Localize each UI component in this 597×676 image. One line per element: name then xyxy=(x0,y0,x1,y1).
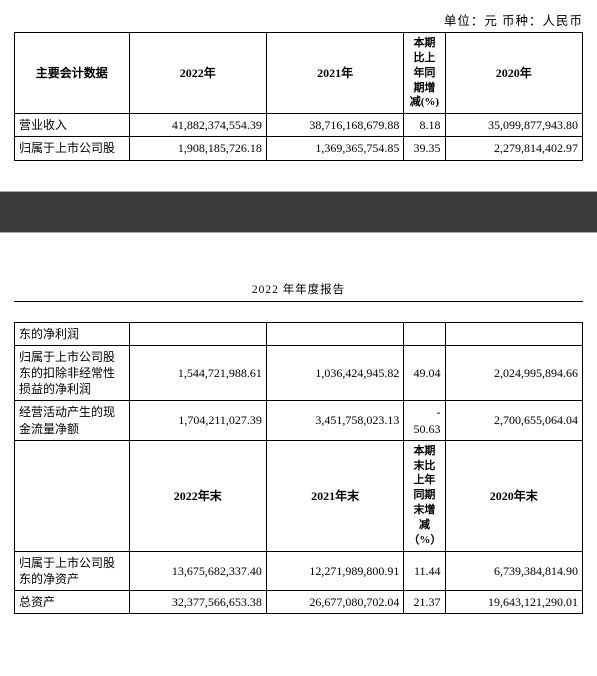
row-label: 归属于上市公司股东的扣除非经常性损益的净利润 xyxy=(15,345,130,401)
cell-value: 35,099,877,943.80 xyxy=(445,114,582,137)
divider-line xyxy=(14,301,583,302)
table-row: 归属于上市公司股东的净资产 13,675,682,337.40 12,271,9… xyxy=(15,551,583,590)
table-row: 经营活动产生的现金流量净额 1,704,211,027.39 3,451,758… xyxy=(15,401,583,440)
row-label: 归属于上市公司股东的净资产 xyxy=(15,551,130,590)
row-label: 总资产 xyxy=(15,591,130,614)
header-2022: 2022年 xyxy=(129,33,266,114)
cell-value: 38,716,168,679.88 xyxy=(266,114,403,137)
cell-value: 41,882,374,554.39 xyxy=(129,114,266,137)
cell-value: 2,279,814,402.97 xyxy=(445,137,582,160)
cell-value: 19,643,121,290.01 xyxy=(445,591,582,614)
cell-value: 32,377,566,653.38 xyxy=(129,591,266,614)
header-empty xyxy=(15,440,130,551)
cell-value: 3,451,758,023.13 xyxy=(266,401,403,440)
page-top: 单位：元 币种：人民币 主要会计数据 2022年 2021年 本期比上年同期增减… xyxy=(0,0,597,161)
header-2022-end: 2022年末 xyxy=(129,440,266,551)
cell-pct: 49.04 xyxy=(404,345,445,401)
cell-value: 1,369,365,754.85 xyxy=(266,137,403,160)
cell-value: 2,700,655,064.04 xyxy=(445,401,582,440)
page-break xyxy=(0,191,597,233)
table-header-row: 主要会计数据 2022年 2021年 本期比上年同期增减(%) 2020年 xyxy=(15,33,583,114)
table-header-row: 2022年末 2021年末 本期末比上年同期末增减（%） 2020年末 xyxy=(15,440,583,551)
table-row: 归属于上市公司股 1,908,185,726.18 1,369,365,754.… xyxy=(15,137,583,160)
cell-pct: 8.18 xyxy=(404,114,445,137)
cell-value: 6,739,384,814.90 xyxy=(445,551,582,590)
row-label: 营业收入 xyxy=(15,114,130,137)
cell-value: 1,908,185,726.18 xyxy=(129,137,266,160)
table-row: 归属于上市公司股东的扣除非经常性损益的净利润 1,544,721,988.61 … xyxy=(15,345,583,401)
cell-empty xyxy=(266,322,403,345)
cell-empty xyxy=(404,322,445,345)
financial-table-1: 主要会计数据 2022年 2021年 本期比上年同期增减(%) 2020年 营业… xyxy=(14,32,583,161)
cell-value: 1,036,424,945.82 xyxy=(266,345,403,401)
report-title: 2022 年年度报告 xyxy=(0,233,597,301)
neg-val: 50.63 xyxy=(414,422,441,436)
cell-pct: 11.44 xyxy=(404,551,445,590)
row-label: 归属于上市公司股 xyxy=(15,137,130,160)
cell-value: 26,677,080,702.04 xyxy=(266,591,403,614)
header-2020: 2020年 xyxy=(445,33,582,114)
header-2021: 2021年 xyxy=(266,33,403,114)
header-2020-end: 2020年末 xyxy=(445,440,582,551)
cell-value: 1,544,721,988.61 xyxy=(129,345,266,401)
cell-empty xyxy=(129,322,266,345)
table-row: 营业收入 41,882,374,554.39 38,716,168,679.88… xyxy=(15,114,583,137)
page-bottom: 东的净利润 归属于上市公司股东的扣除非经常性损益的净利润 1,544,721,9… xyxy=(0,322,597,615)
table-row: 总资产 32,377,566,653.38 26,677,080,702.04 … xyxy=(15,591,583,614)
header-2021-end: 2021年末 xyxy=(266,440,403,551)
row-label: 经营活动产生的现金流量净额 xyxy=(15,401,130,440)
header-pct-end: 本期末比上年同期末增减（%） xyxy=(404,440,445,551)
cell-value: 13,675,682,337.40 xyxy=(129,551,266,590)
neg-sign: - xyxy=(437,405,441,419)
cell-pct: 39.35 xyxy=(404,137,445,160)
continuation-row: 东的净利润 xyxy=(15,322,583,345)
cell-pct: 21.37 xyxy=(404,591,445,614)
unit-currency-line: 单位：元 币种：人民币 xyxy=(14,8,583,32)
cell-empty xyxy=(445,322,582,345)
cell-pct-neg: - 50.63 xyxy=(404,401,445,440)
cell-value: 12,271,989,800.91 xyxy=(266,551,403,590)
financial-table-2: 东的净利润 归属于上市公司股东的扣除非经常性损益的净利润 1,544,721,9… xyxy=(14,322,583,615)
header-pct: 本期比上年同期增减(%) xyxy=(404,33,445,114)
cell-value: 2,024,995,894.66 xyxy=(445,345,582,401)
report-header-block: 2022 年年度报告 xyxy=(0,233,597,302)
cell-value: 1,704,211,027.39 xyxy=(129,401,266,440)
header-label: 主要会计数据 xyxy=(15,33,130,114)
row-label: 东的净利润 xyxy=(15,322,130,345)
